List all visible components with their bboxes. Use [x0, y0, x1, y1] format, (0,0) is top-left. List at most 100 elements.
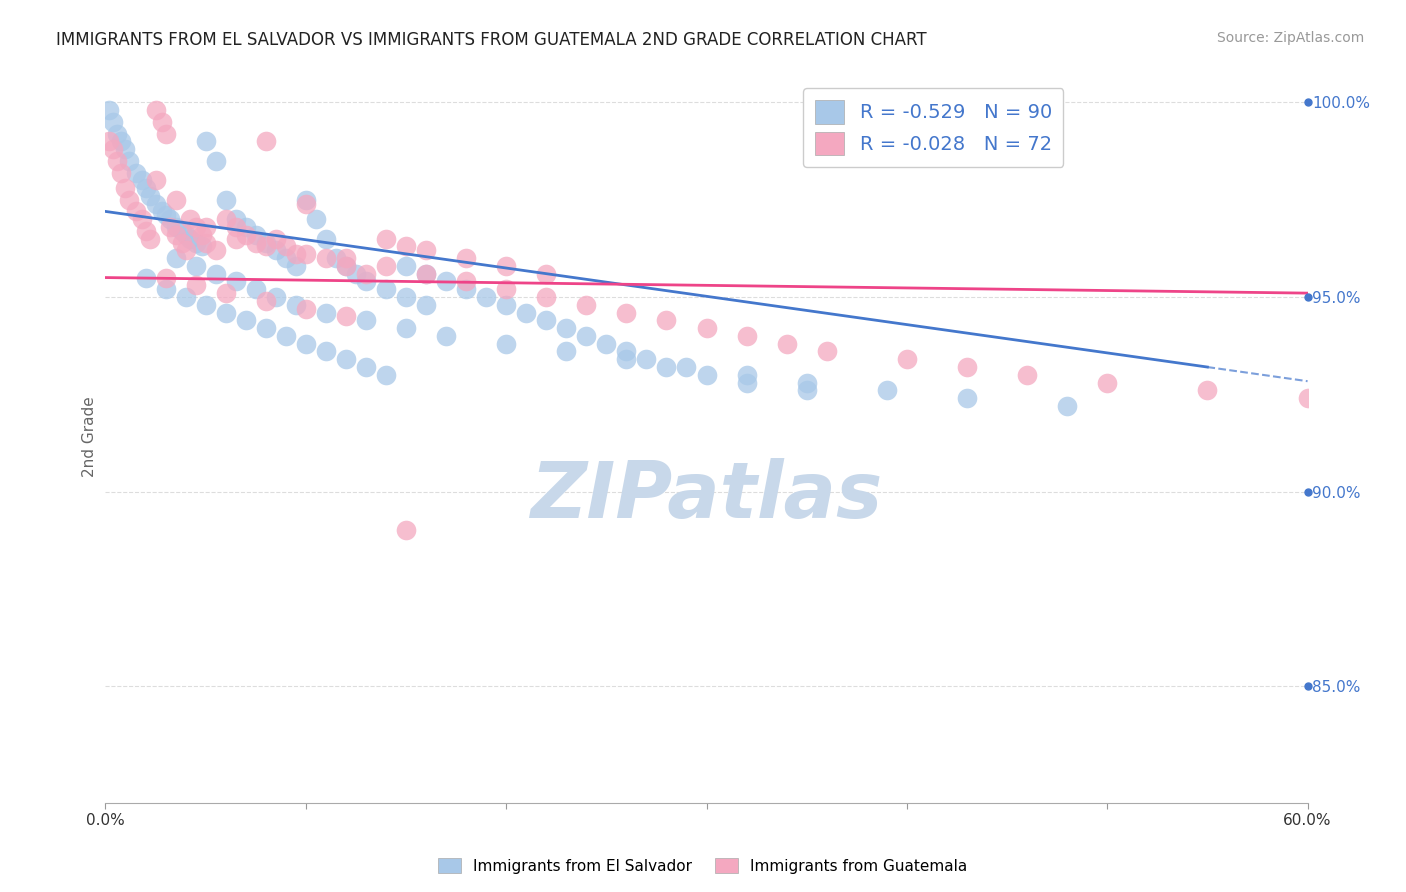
Point	[495, 259, 517, 273]
Point	[214, 193, 236, 207]
Point	[159, 212, 181, 227]
Point	[254, 321, 277, 335]
Point	[395, 321, 418, 335]
Point	[735, 368, 758, 382]
Point	[675, 359, 697, 374]
Point	[315, 232, 337, 246]
Point	[194, 235, 217, 250]
Point	[956, 359, 979, 374]
Point	[335, 352, 357, 367]
Point	[98, 103, 121, 118]
Legend: R = -0.529   N = 90, R = -0.028   N = 72: R = -0.529 N = 90, R = -0.028 N = 72	[803, 88, 1063, 167]
Point	[114, 142, 136, 156]
Point	[165, 227, 187, 242]
Point	[98, 135, 121, 149]
Point	[395, 290, 418, 304]
Point	[735, 376, 758, 390]
Point	[225, 275, 247, 289]
Point	[264, 232, 287, 246]
Point	[454, 275, 477, 289]
Y-axis label: 2nd Grade: 2nd Grade	[82, 397, 97, 477]
Point	[118, 153, 141, 168]
Point	[274, 251, 297, 265]
Point	[190, 239, 212, 253]
Point	[495, 298, 517, 312]
Point	[415, 267, 437, 281]
Legend: Immigrants from El Salvador, Immigrants from Guatemala: Immigrants from El Salvador, Immigrants …	[432, 852, 974, 880]
Point	[495, 336, 517, 351]
Point	[454, 282, 477, 296]
Point	[264, 244, 287, 258]
Point	[335, 310, 357, 324]
Point	[245, 227, 267, 242]
Point	[284, 247, 307, 261]
Point	[295, 196, 318, 211]
Point	[1296, 391, 1319, 405]
Point	[696, 368, 718, 382]
Point	[555, 321, 578, 335]
Point	[415, 244, 437, 258]
Point	[245, 235, 267, 250]
Point	[184, 259, 207, 273]
Point	[145, 196, 167, 211]
Point	[534, 313, 557, 327]
Point	[796, 376, 818, 390]
Point	[204, 153, 226, 168]
Point	[575, 329, 598, 343]
Point	[103, 142, 125, 156]
Point	[344, 267, 367, 281]
Point	[110, 135, 132, 149]
Point	[225, 219, 247, 234]
Point	[135, 224, 157, 238]
Point	[295, 301, 318, 316]
Point	[796, 384, 818, 398]
Point	[135, 270, 157, 285]
Point	[896, 352, 918, 367]
Point	[434, 329, 457, 343]
Point	[315, 305, 337, 319]
Point	[776, 336, 799, 351]
Point	[114, 181, 136, 195]
Point	[194, 219, 217, 234]
Point	[815, 344, 838, 359]
Point	[374, 282, 398, 296]
Point	[131, 173, 153, 187]
Text: Source: ZipAtlas.com: Source: ZipAtlas.com	[1216, 31, 1364, 45]
Point	[155, 270, 177, 285]
Point	[1197, 384, 1219, 398]
Text: IMMIGRANTS FROM EL SALVADOR VS IMMIGRANTS FROM GUATEMALA 2ND GRADE CORRELATION C: IMMIGRANTS FROM EL SALVADOR VS IMMIGRANT…	[56, 31, 927, 49]
Point	[155, 208, 177, 222]
Point	[876, 384, 898, 398]
Point	[118, 193, 141, 207]
Point	[150, 204, 173, 219]
Point	[214, 286, 236, 301]
Point	[295, 247, 318, 261]
Point	[315, 251, 337, 265]
Point	[395, 259, 418, 273]
Point	[235, 219, 257, 234]
Point	[284, 298, 307, 312]
Point	[159, 219, 181, 234]
Point	[165, 219, 187, 234]
Point	[107, 153, 129, 168]
Point	[124, 204, 146, 219]
Point	[194, 135, 217, 149]
Point	[454, 251, 477, 265]
Point	[254, 235, 277, 250]
Point	[190, 227, 212, 242]
Point	[335, 259, 357, 273]
Point	[315, 344, 337, 359]
Point	[170, 224, 193, 238]
Point	[374, 232, 398, 246]
Point	[534, 267, 557, 281]
Point	[495, 282, 517, 296]
Point	[150, 115, 173, 129]
Point	[655, 313, 678, 327]
Point	[179, 232, 201, 246]
Point	[415, 267, 437, 281]
Point	[235, 227, 257, 242]
Point	[515, 305, 537, 319]
Point	[145, 173, 167, 187]
Point	[295, 336, 318, 351]
Point	[696, 321, 718, 335]
